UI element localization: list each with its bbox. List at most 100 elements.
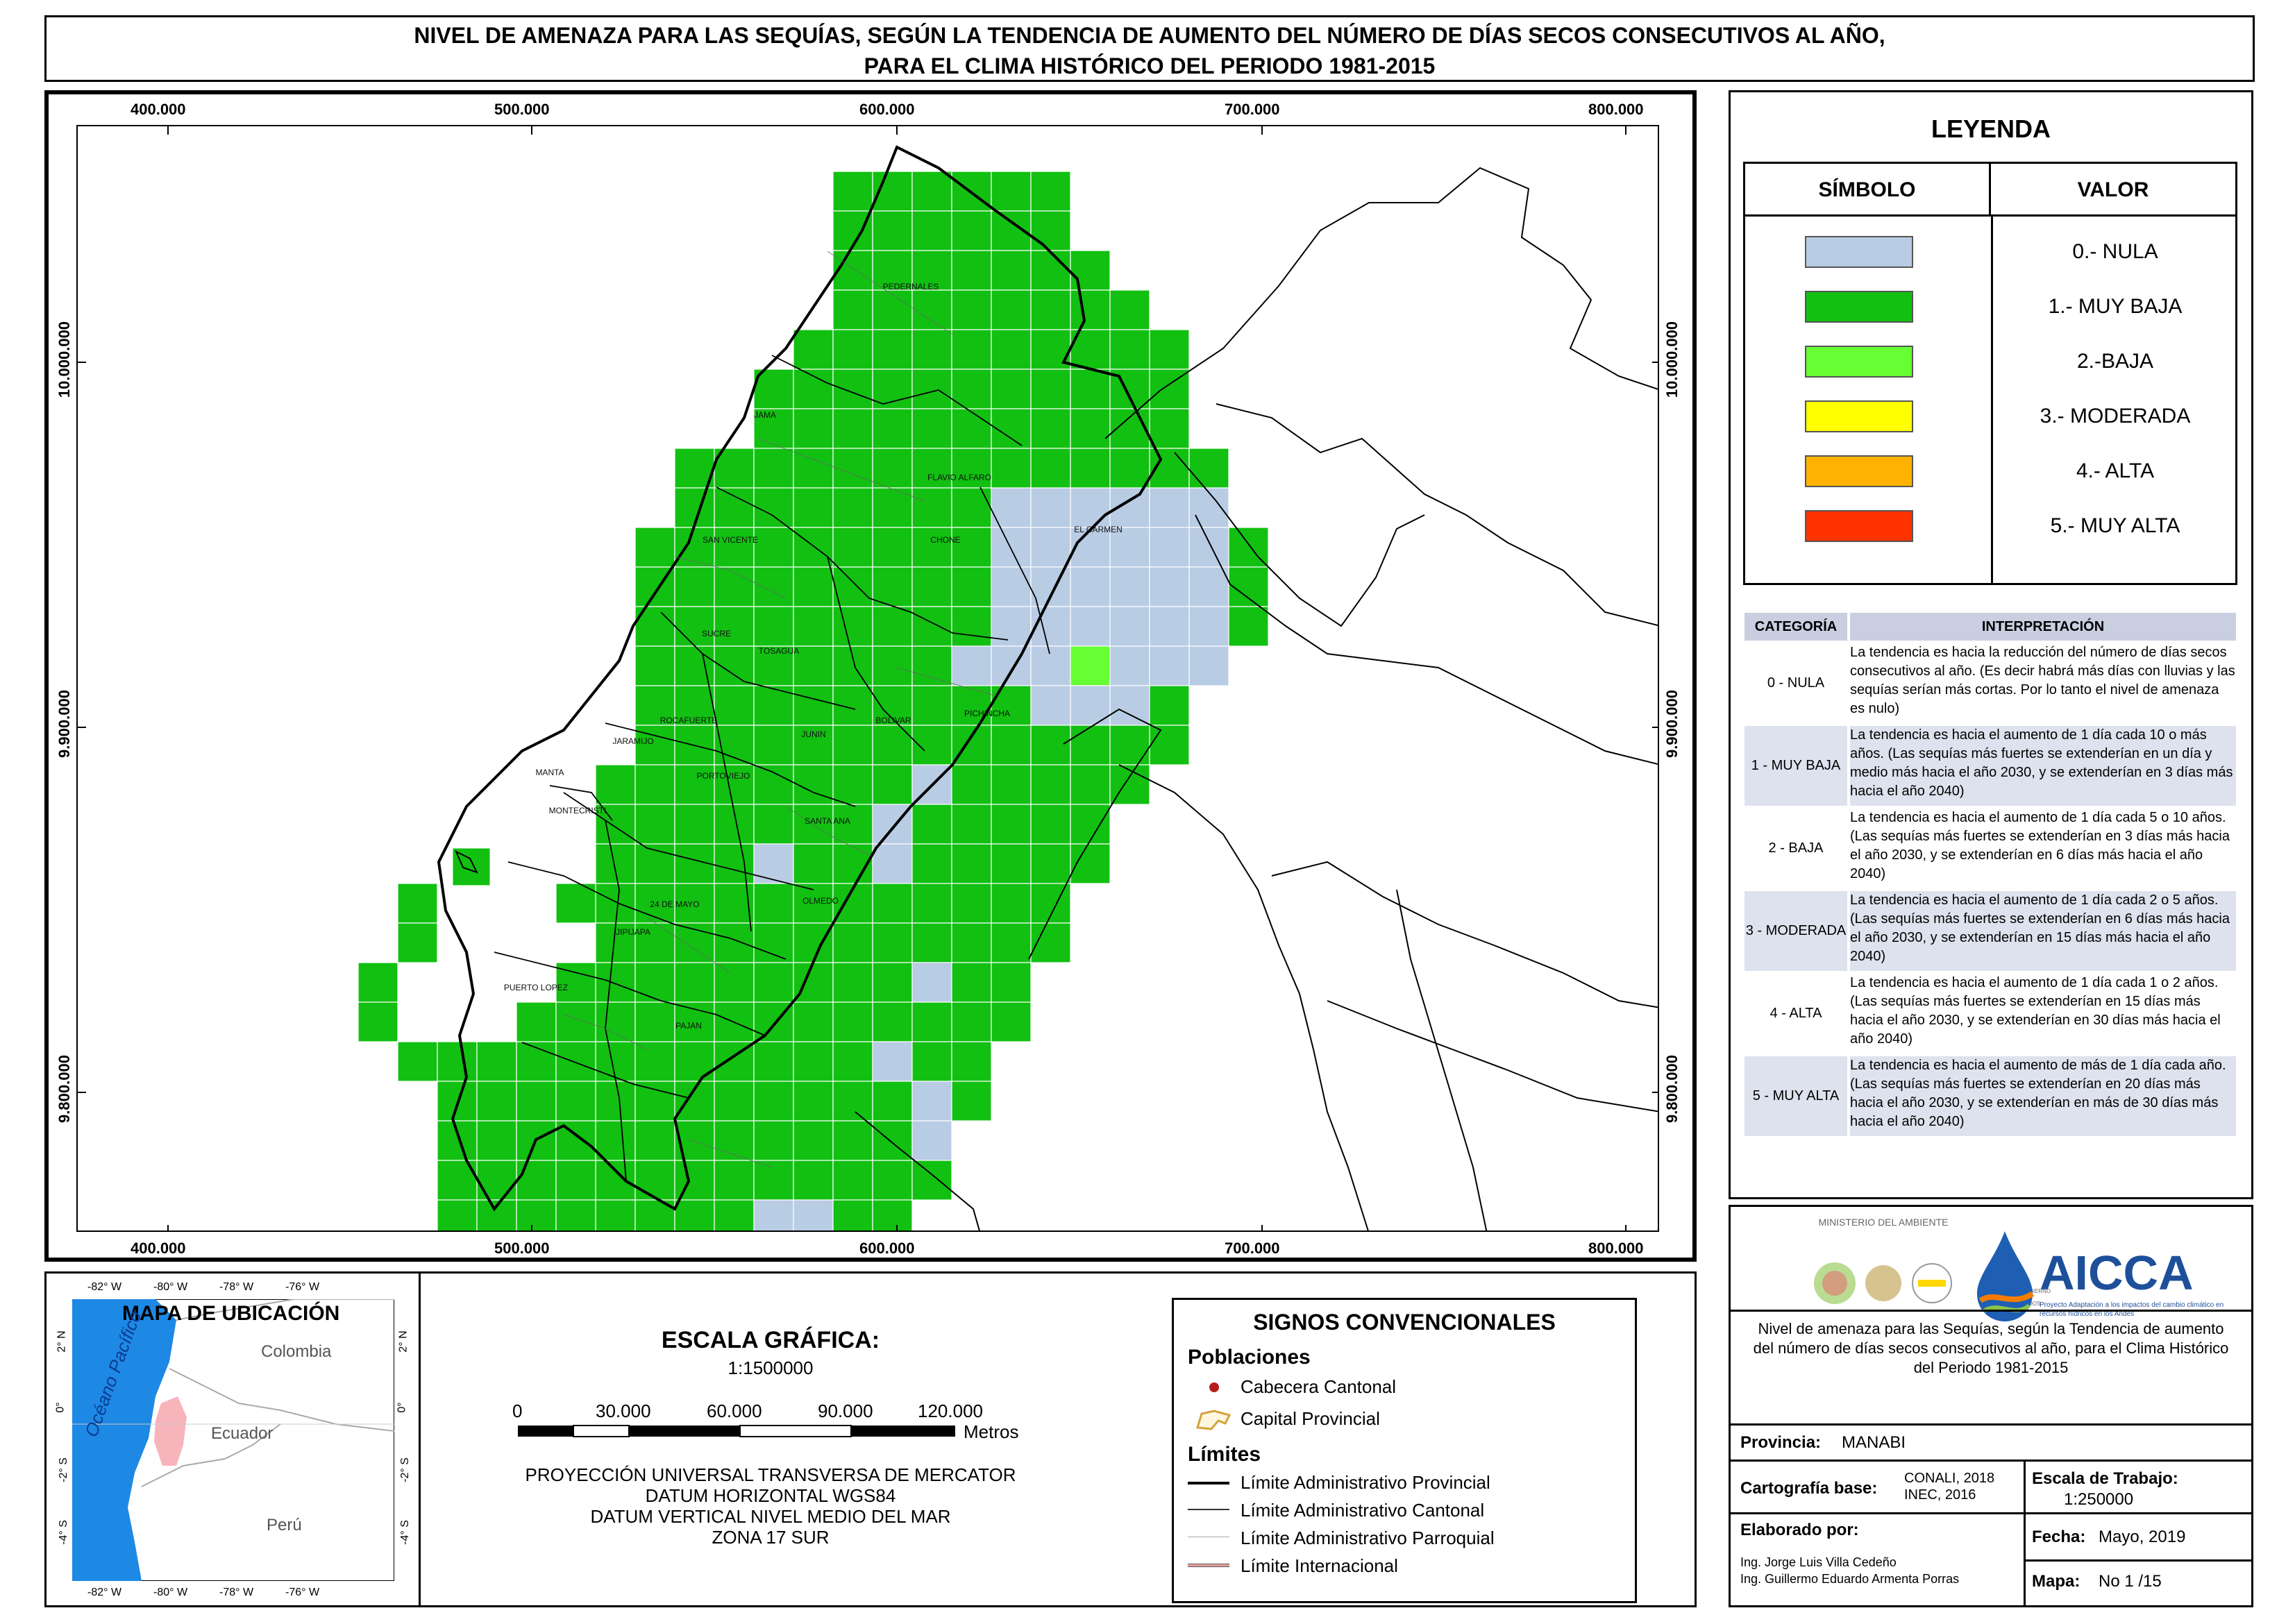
grid-cell-level-1	[634, 1041, 675, 1082]
grid-cell-level-1	[595, 883, 636, 924]
grid-cell-level-1	[358, 1001, 398, 1042]
grid-cell-level-1	[595, 1120, 636, 1161]
date-label: Fecha:	[2032, 1528, 2086, 1546]
grid-cell-level-0	[911, 962, 952, 1003]
grid-cell-level-1	[1228, 606, 1269, 647]
grid-cell-level-1	[991, 883, 1032, 924]
threat-grid	[358, 171, 1269, 1230]
grid-cell-level-1	[832, 1160, 873, 1201]
inset-lat-left-3: -4° S	[57, 1520, 69, 1545]
grid-cell-level-1	[753, 962, 794, 1003]
y-tick-left-9900000: 9.900.000	[56, 690, 73, 758]
grid-cell-level-1	[793, 527, 834, 568]
grid-cell-level-1	[872, 645, 913, 686]
grid-cell-level-1	[437, 1120, 478, 1161]
grid-cell-level-1	[911, 804, 952, 845]
interp-text-5: La tendencia es hacia el aumento de más …	[1850, 1056, 2236, 1136]
signs-cabecera: Cabecera Cantonal	[1241, 1376, 1397, 1397]
grid-cell-level-1	[951, 1001, 992, 1042]
scale-unit: Metros	[964, 1421, 1019, 1442]
inset-lon-top-2: -78° W	[219, 1281, 254, 1293]
signs-lim-cant: Límite Administrativo Cantonal	[1241, 1500, 1485, 1521]
grid-cell-level-1	[674, 645, 715, 686]
grid-cell-level-1	[951, 1041, 992, 1082]
grid-cell-level-1	[634, 804, 675, 845]
grid-cell-level-1	[753, 922, 794, 963]
cartography-value-1: CONALI, 2018	[1904, 1471, 1995, 1486]
grid-cell-level-1	[753, 408, 794, 449]
scale-tick-90000: 90.000	[818, 1401, 873, 1421]
canton-label-pedernales: PEDERNALES	[883, 282, 939, 291]
grid-cell-level-1	[832, 1001, 873, 1042]
grid-cell-level-1	[714, 1081, 755, 1122]
grid-cell-level-1	[951, 764, 992, 805]
signs-panel: SIGNOS CONVENCIONALES Poblaciones Cabece…	[1172, 1298, 1637, 1603]
grid-cell-level-1	[1149, 408, 1190, 449]
grid-cell-level-1	[793, 764, 834, 805]
grid-cell-level-1	[714, 685, 755, 726]
grid-cell-level-1	[991, 804, 1032, 845]
grid-cell-level-1	[595, 843, 636, 884]
interp-text-0: La tendencia es hacia la reducción del n…	[1850, 643, 2236, 723]
grid-cell-level-0	[1030, 685, 1071, 726]
grid-cell-level-0	[1188, 606, 1229, 647]
grid-cell-level-1	[1030, 764, 1071, 805]
grid-cell-level-1	[714, 922, 755, 963]
canton-label-24-de-mayo: 24 DE MAYO	[650, 899, 699, 909]
interp-category-5: 5 - MUY ALTA	[1745, 1056, 1847, 1136]
grid-cell-level-1	[951, 883, 992, 924]
projection-line-1: PROYECCIÓN UNIVERSAL TRANSVERSA DE MERCA…	[525, 1464, 1016, 1485]
grid-cell-level-1	[634, 1081, 675, 1122]
grid-cell-level-1	[832, 1120, 873, 1161]
grid-cell-level-1	[951, 289, 992, 330]
grid-cell-level-1	[1149, 329, 1190, 370]
x-tick-top-400: 400.000	[131, 101, 186, 118]
canton-label-jaramijo: JARAMIJO	[612, 736, 653, 746]
grid-cell-level-1	[872, 408, 913, 449]
inset-lat-right-2: -2° S	[398, 1457, 411, 1482]
scale-title: ESCALA GRÁFICA:	[661, 1327, 880, 1353]
grid-cell-level-1	[911, 843, 952, 884]
canton-label-sucre: SUCRE	[702, 629, 731, 638]
map-description: Nivel de amenaza para las Sequías, según…	[1753, 1320, 2229, 1376]
grid-cell-level-1	[397, 922, 438, 963]
grid-cell-level-1	[1109, 725, 1150, 766]
grid-cell-level-1	[832, 1041, 873, 1082]
grid-cell-level-1	[634, 1001, 675, 1042]
grid-cell-level-0	[1149, 645, 1190, 686]
grid-cell-level-1	[951, 250, 992, 291]
grid-cell-level-1	[555, 1081, 596, 1122]
grid-cell-level-1	[832, 487, 873, 528]
map-number-label: Mapa:	[2032, 1572, 2080, 1591]
grid-cell-level-1	[634, 527, 675, 568]
grid-cell-level-1	[753, 883, 794, 924]
grid-cell-level-1	[793, 329, 834, 370]
grid-cell-level-0	[1188, 566, 1229, 607]
interp-category-header: CATEGORÍA	[1745, 613, 1847, 641]
legend-label-4: 4.- ALTA	[2076, 459, 2155, 482]
grid-cell-level-1	[911, 527, 952, 568]
canton-label-flavio-alfaro: FLAVIO ALFARO	[927, 473, 991, 482]
canton-label-montecristi: MONTECRISTI	[549, 806, 607, 815]
signs-limits: Límites	[1188, 1443, 1261, 1466]
grid-cell-level-0	[1188, 527, 1229, 568]
grid-cell-level-1	[397, 883, 438, 924]
grid-cell-level-1	[951, 329, 992, 370]
grid-cell-level-1	[793, 606, 834, 647]
grid-cell-level-1	[452, 847, 491, 886]
grid-cell-level-1	[991, 289, 1032, 330]
grid-cell-level-1	[872, 448, 913, 489]
grid-cell-level-1	[951, 843, 992, 884]
grid-cell-level-1	[1149, 725, 1190, 766]
grid-cell-level-1	[911, 329, 952, 370]
map-canvas[interactable]: PEDERNALES JAMA FLAVIO ALFARO EL CARMEN SAN …	[76, 125, 1659, 1232]
grid-cell-level-1	[832, 645, 873, 686]
grid-cell-level-1	[1030, 171, 1071, 212]
grid-cell-level-1	[437, 1041, 478, 1082]
grid-cell-level-1	[872, 527, 913, 568]
grid-cell-level-1	[1030, 408, 1071, 449]
projection-line-4: ZONA 17 SUR	[712, 1527, 830, 1548]
grid-cell-level-1	[516, 1199, 557, 1230]
grid-cell-level-0	[1109, 527, 1150, 568]
grid-cell-level-1	[595, 1081, 636, 1122]
